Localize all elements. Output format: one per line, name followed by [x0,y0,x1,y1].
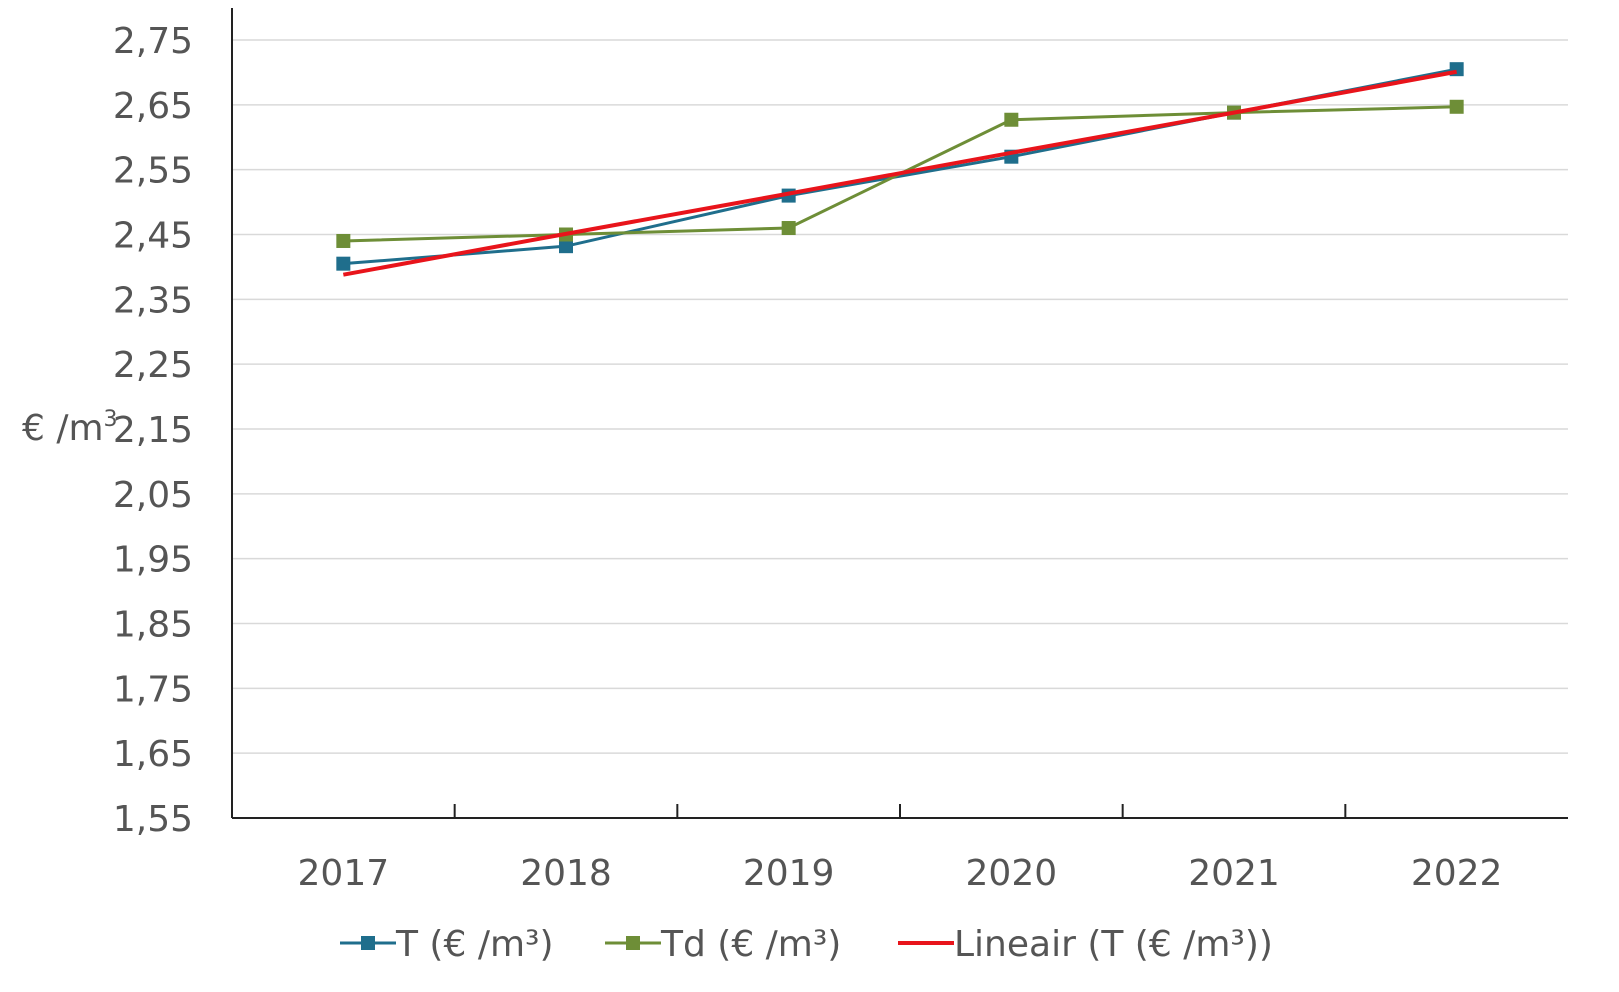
y-tick-label: 1,85 [113,605,193,646]
legend-item: Lineair (T (€ /m³)) [898,924,1273,965]
y-tick-label: 2,25 [113,345,193,386]
legend-item: T (€ /m³) [340,924,554,965]
axes [232,8,1568,818]
data-point [336,234,350,248]
series-1 [336,62,1463,270]
y-tick-label: 1,55 [113,799,193,840]
legend-item: Td (€ /m³) [605,924,841,965]
y-tick-label: 2,35 [113,280,193,321]
data-point [1004,113,1018,127]
y-tick-label: 1,95 [113,540,193,581]
legend-label: Lineair (T (€ /m³)) [954,924,1273,965]
y-tick-label: 2,55 [113,151,193,192]
x-tick-label: 2019 [743,853,835,894]
legend-swatch-marker [361,936,375,950]
series-line [343,72,1456,275]
x-tick-label: 2017 [298,853,390,894]
legend: T (€ /m³) Td (€ /m³) Lineair (T (€ /m³)) [340,924,1273,965]
series-3 [343,72,1456,275]
x-tick-label: 2022 [1411,853,1503,894]
x-tick-label: 2018 [520,853,612,894]
y-tick-label: 2,65 [113,86,193,127]
legend-swatch-marker [626,936,640,950]
legend-label: Td (€ /m³) [660,924,841,965]
gridlines [232,40,1568,753]
x-tick-labels: 2017 2018 2019 2020 2021 2022 [298,853,1503,894]
y-tick-label: 2,15 [113,410,193,451]
y-tick-label: 1,75 [113,669,193,710]
data-point [782,221,796,235]
y-tick-label: 2,45 [113,216,193,257]
y-tick-label: 2,75 [113,21,193,62]
y-tick-labels: 1,55 1,65 1,75 1,85 1,95 2,05 2,15 2,25 2,35 2,45… [113,21,193,840]
data-point [1450,100,1464,114]
series-group [336,62,1463,275]
y-tick-label: 2,05 [113,475,193,516]
data-point [336,257,350,271]
y-axis-title: € /m3 [22,407,118,449]
x-tick-label: 2021 [1188,853,1280,894]
legend-label: T (€ /m³) [395,924,554,965]
x-tick-label: 2020 [966,853,1058,894]
y-tick-label: 1,65 [113,734,193,775]
